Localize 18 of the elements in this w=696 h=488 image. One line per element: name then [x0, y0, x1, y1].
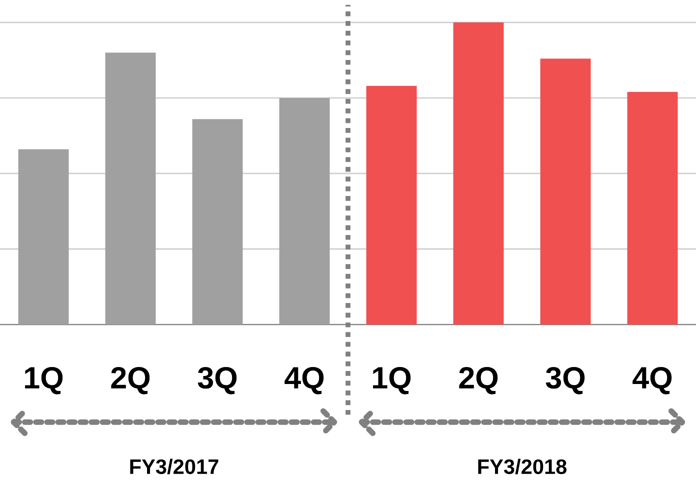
x-tick-label: 3Q — [546, 366, 585, 394]
bar — [279, 98, 330, 325]
x-tick-label: 4Q — [284, 366, 324, 394]
x-tick-label: 4Q — [632, 366, 672, 394]
x-tick-label: 1Q — [25, 366, 63, 394]
bar — [627, 92, 678, 325]
bar — [540, 58, 591, 325]
bar — [192, 119, 243, 325]
bar — [453, 22, 504, 325]
x-tick-label: 1Q — [373, 366, 411, 394]
text: FY3/2017 — [130, 458, 218, 474]
x-tick-label: 3Q — [198, 366, 237, 394]
bar — [105, 52, 156, 325]
bar — [18, 149, 69, 325]
text: FY3/2018 — [478, 458, 567, 474]
bar — [366, 86, 417, 325]
x-tick-label: 2Q — [459, 366, 498, 394]
x-tick-label: 2Q — [111, 366, 150, 394]
